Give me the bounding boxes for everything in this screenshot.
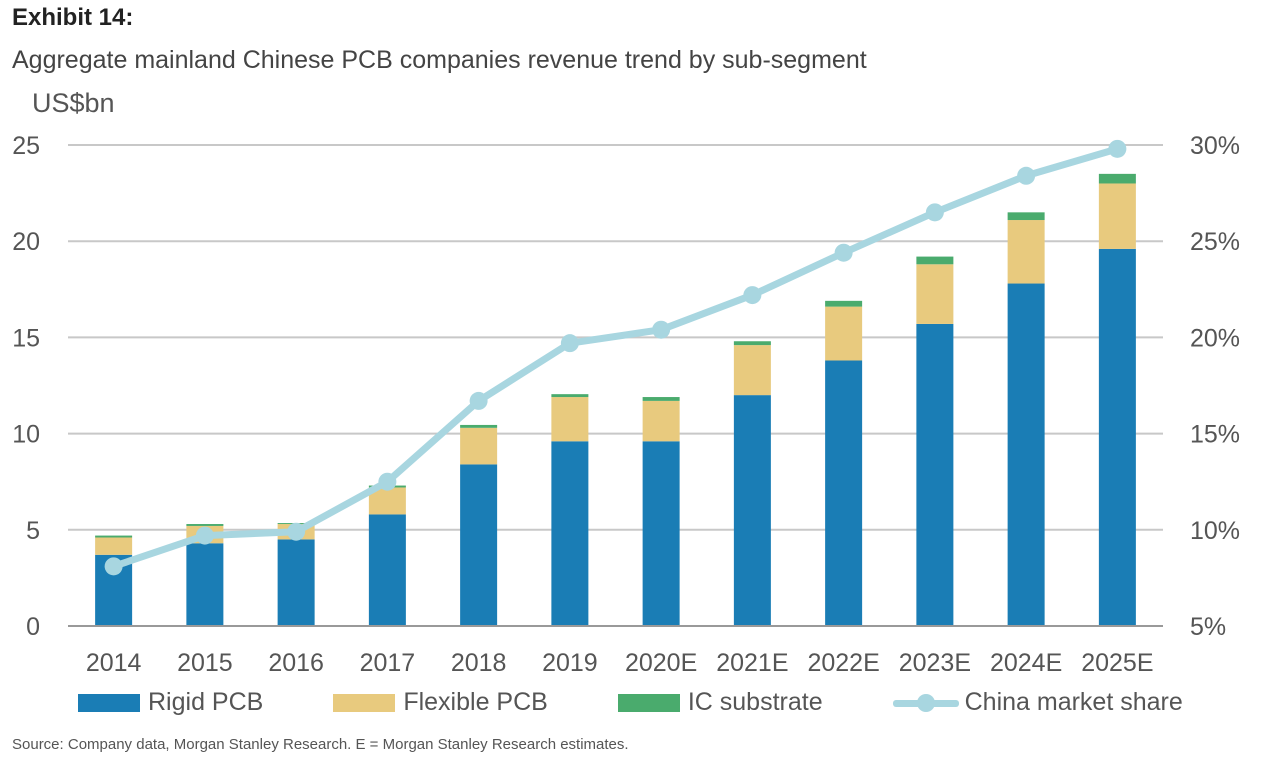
bar-flexible-pcb xyxy=(551,397,589,442)
legend-swatch-ic-substrate xyxy=(617,693,680,712)
x-tick-label: 2016 xyxy=(268,649,324,677)
bar-ic-substrate xyxy=(186,524,224,526)
bar-rigid-pcb xyxy=(551,441,589,626)
x-tick-label: 2021E xyxy=(716,649,788,677)
point-china-market-share xyxy=(925,203,944,222)
chart-legend: Rigid PCB Flexible PCB IC substrate Chin… xyxy=(78,688,1183,717)
y-axis-unit-label: US$bn xyxy=(32,88,115,118)
x-tick-label: 2023E xyxy=(899,649,971,677)
x-tick-label: 2022E xyxy=(807,649,879,677)
legend-label-rigid-pcb: Rigid PCB xyxy=(148,688,264,716)
y-right-tick-label: 20% xyxy=(1190,324,1240,352)
point-china-market-share xyxy=(287,522,306,541)
bar-ic-substrate xyxy=(733,341,771,346)
point-china-market-share xyxy=(1017,166,1036,185)
y-right-tick-label: 10% xyxy=(1190,517,1240,545)
bar-flexible-pcb xyxy=(1007,220,1045,284)
legend-swatch-china-market-share xyxy=(892,693,959,712)
bar-rigid-pcb xyxy=(1098,248,1136,626)
legend-item-ic-substrate: IC substrate xyxy=(617,688,823,717)
bar-flexible-pcb xyxy=(825,306,863,361)
bar-flexible-pcb xyxy=(916,264,954,324)
y-left-tick-label: 10 xyxy=(12,421,40,449)
point-china-market-share xyxy=(652,320,671,339)
chart-title: Aggregate mainland Chinese PCB companies… xyxy=(12,46,867,74)
legend-label-china-market-share: China market share xyxy=(964,688,1183,716)
bar-ic-substrate xyxy=(642,397,680,401)
legend-label-flexible-pcb: Flexible PCB xyxy=(403,688,548,716)
point-china-market-share xyxy=(469,391,488,410)
line-china-market-share xyxy=(110,145,1121,570)
bar-rigid-pcb xyxy=(186,543,224,626)
y-right-tick-label: 5% xyxy=(1190,613,1226,641)
point-china-market-share xyxy=(834,243,853,262)
x-tick-label: 2024E xyxy=(990,649,1062,677)
bar-ic-substrate xyxy=(916,256,954,265)
y-left-tick-label: 5 xyxy=(26,517,40,545)
y-left-tick-label: 0 xyxy=(26,613,40,641)
bar-rigid-pcb xyxy=(733,395,771,626)
x-tick-label: 2020E xyxy=(625,649,697,677)
stacked-bar-chart: 0 5 10 15 20 25 5% 10% 15% 20% 25% 30% 2014 2015 2016 2… xyxy=(12,132,1240,677)
legend-swatch-flexible-pcb xyxy=(333,693,396,712)
bar-rigid-pcb xyxy=(460,464,498,626)
legend-item-china-market-share: China market share xyxy=(892,688,1183,717)
point-china-market-share xyxy=(560,334,579,353)
bar-ic-substrate xyxy=(551,394,589,398)
x-tick-label: 2018 xyxy=(451,649,507,677)
legend-swatch-rigid-pcb xyxy=(78,693,140,712)
bar-flexible-pcb xyxy=(460,427,498,465)
point-china-market-share xyxy=(743,286,762,305)
x-tick-label: 2015 xyxy=(177,649,233,677)
x-tick-label: 2025E xyxy=(1081,649,1153,677)
bar-ic-substrate xyxy=(1098,173,1136,184)
bar-flexible-pcb xyxy=(95,537,133,555)
bar-flexible-pcb xyxy=(733,345,771,396)
y-right-tick-label: 15% xyxy=(1190,421,1240,449)
bar-ic-substrate xyxy=(95,535,133,538)
exhibit-label: Exhibit 14: xyxy=(12,4,134,31)
bar-ic-substrate xyxy=(825,300,863,307)
bar-flexible-pcb xyxy=(1098,183,1136,249)
x-tick-label: 2017 xyxy=(360,649,416,677)
source-note: Source: Company data, Morgan Stanley Res… xyxy=(12,736,629,753)
bar-ic-substrate xyxy=(460,424,498,428)
x-tick-label: 2019 xyxy=(542,649,598,677)
point-china-market-share xyxy=(195,526,214,545)
y-left-tick-label: 25 xyxy=(12,132,40,160)
bar-rigid-pcb xyxy=(368,514,406,626)
point-china-market-share xyxy=(104,557,123,576)
bar-rigid-pcb xyxy=(825,360,863,626)
y-left-tick-label: 15 xyxy=(12,324,40,352)
bar-ic-substrate xyxy=(1007,212,1045,221)
bar-rigid-pcb xyxy=(1007,283,1045,626)
y-right-tick-label: 25% xyxy=(1190,228,1240,256)
point-china-market-share xyxy=(1108,139,1127,158)
point-china-market-share xyxy=(378,472,397,491)
bar-rigid-pcb xyxy=(277,539,315,626)
y-left-tick-label: 20 xyxy=(12,228,40,256)
legend-label-ic-substrate: IC substrate xyxy=(687,688,823,716)
legend-item-rigid-pcb: Rigid PCB xyxy=(78,688,263,717)
bar-rigid-pcb xyxy=(642,441,680,626)
x-tick-label: 2014 xyxy=(86,649,142,677)
bar-rigid-pcb xyxy=(916,323,954,626)
legend-item-flexible-pcb: Flexible PCB xyxy=(333,688,548,717)
bar-flexible-pcb xyxy=(642,400,680,442)
y-right-tick-label: 30% xyxy=(1190,132,1240,160)
